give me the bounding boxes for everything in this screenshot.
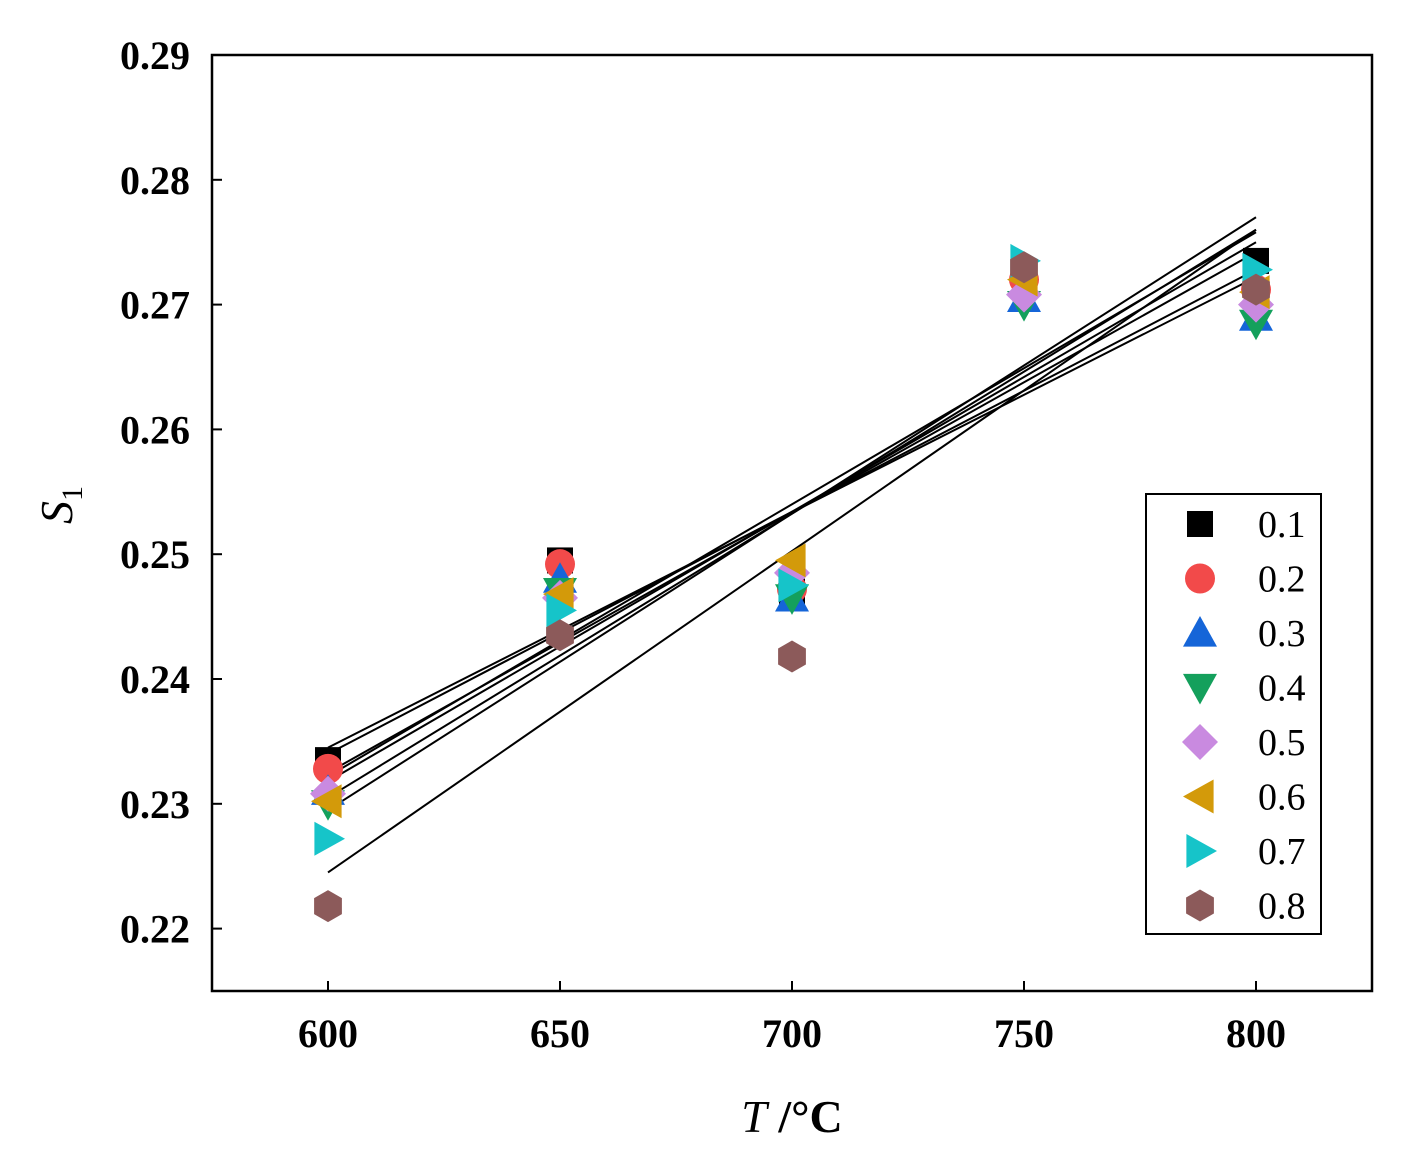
y-tick-label: 0.26	[120, 407, 190, 452]
point-0.7-650	[546, 593, 577, 628]
legend-label-0.6: 0.6	[1258, 777, 1306, 819]
x-tick-label: 650	[530, 1011, 590, 1056]
legend-marker-0.3	[1183, 616, 1217, 647]
point-0.7-600	[314, 821, 345, 856]
legend-label-0.2: 0.2	[1258, 559, 1306, 601]
point-0.2-600	[313, 753, 343, 784]
point-0.8-750	[1010, 251, 1038, 284]
legend-marker-0.7	[1186, 834, 1217, 868]
point-0.8-800	[1242, 273, 1270, 306]
legend-label-0.7: 0.7	[1258, 831, 1306, 873]
legend-label-0.5: 0.5	[1258, 722, 1306, 764]
point-0.6-650	[543, 577, 574, 612]
legend-box	[1145, 493, 1322, 935]
legend-label-0.8: 0.8	[1258, 886, 1306, 928]
legend-label-0.1: 0.1	[1258, 504, 1306, 546]
legend-marker-0.2	[1185, 563, 1215, 594]
point-0.4-800	[1239, 309, 1273, 341]
x-tick-label: 750	[994, 1011, 1054, 1056]
x-axis-title-unit: /°C	[767, 1091, 843, 1142]
y-tick-label: 0.23	[120, 782, 190, 827]
y-tick-label: 0.27	[120, 283, 190, 328]
point-0.8-600	[314, 890, 342, 923]
fit-line-0.7	[327, 216, 1257, 811]
point-0.6-600	[311, 784, 342, 819]
fit-line-0.4	[327, 241, 1257, 783]
point-0.7-700	[778, 568, 809, 603]
legend-marker-0.6	[1183, 779, 1214, 814]
x-axis-title: T /°C	[741, 1091, 843, 1142]
data-markers	[310, 243, 1274, 923]
legend: 0.1 0.2 0.3 0.4 0.5 0.6 0.7 0.8	[1145, 493, 1322, 935]
y-tick-label: 0.29	[120, 33, 190, 78]
point-0.8-650	[546, 619, 574, 652]
fit-lines	[327, 216, 1257, 874]
point-0.6-700	[775, 543, 806, 578]
y-tick-label: 0.25	[120, 532, 190, 577]
legend-items: 0.1 0.2 0.3 0.4 0.5 0.6 0.7 0.8	[1182, 504, 1306, 928]
x-tick-label: 700	[762, 1011, 822, 1056]
legend-marker-0.1	[1187, 511, 1213, 537]
axes: 600 650 700 750 800 0.22 0.23 0.24 0.25 0.26 0.27 0…	[120, 33, 1286, 1056]
y-axis-title-subscript: 1	[56, 486, 89, 501]
x-tick-label: 800	[1226, 1011, 1286, 1056]
y-axis-title-italic: S	[31, 501, 82, 524]
x-axis-title-italic: T	[741, 1091, 770, 1142]
y-tick-label: 0.22	[120, 907, 190, 952]
point-0.8-700	[778, 640, 806, 673]
y-axis-title: S1	[31, 486, 89, 524]
x-tick-label: 600	[298, 1011, 358, 1056]
y-tick-label: 0.24	[120, 657, 190, 702]
fit-line-0.5	[327, 231, 1257, 778]
legend-marker-0.5	[1182, 724, 1218, 760]
y-tick-label: 0.28	[120, 158, 190, 203]
legend-label-0.3: 0.3	[1258, 613, 1306, 655]
legend-marker-0.4	[1183, 673, 1217, 705]
legend-marker-0.8	[1186, 889, 1214, 922]
legend-label-0.4: 0.4	[1258, 668, 1306, 710]
